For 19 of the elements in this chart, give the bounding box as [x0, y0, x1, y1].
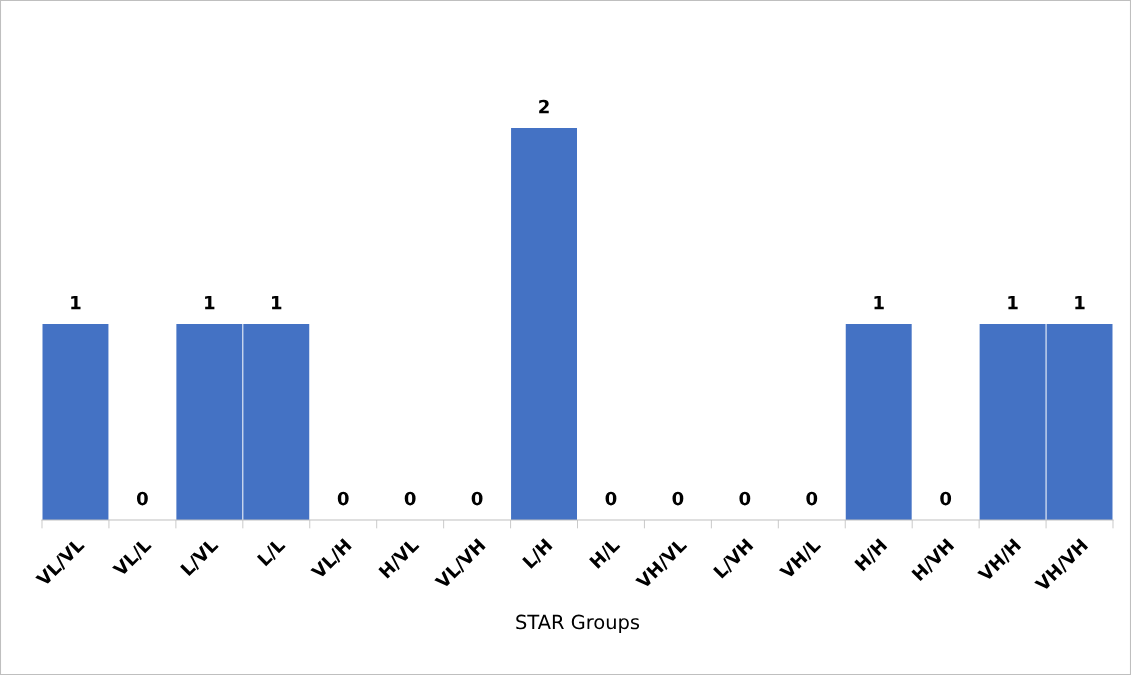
x-tick-label: L/L	[256, 537, 287, 568]
data-label: 0	[806, 491, 818, 506]
data-label: 1	[1008, 295, 1018, 310]
data-label: 1	[205, 295, 215, 310]
data-label: 1	[1075, 295, 1085, 310]
data-label: 1	[874, 295, 884, 310]
data-label: 0	[136, 491, 148, 506]
data-label: 0	[672, 491, 684, 506]
data-label: 0	[404, 491, 416, 506]
data-label: 0	[471, 491, 483, 506]
x-tick-label: H/L	[589, 537, 622, 570]
x-axis-title: STAR Groups	[516, 614, 640, 634]
data-label: 0	[940, 491, 952, 506]
data-label: 1	[71, 295, 81, 310]
data-label: 0	[739, 491, 751, 506]
data-label: 1	[272, 295, 282, 310]
data-label: 2	[539, 99, 549, 114]
data-label: 0	[337, 491, 349, 506]
data-label: 0	[605, 491, 617, 506]
